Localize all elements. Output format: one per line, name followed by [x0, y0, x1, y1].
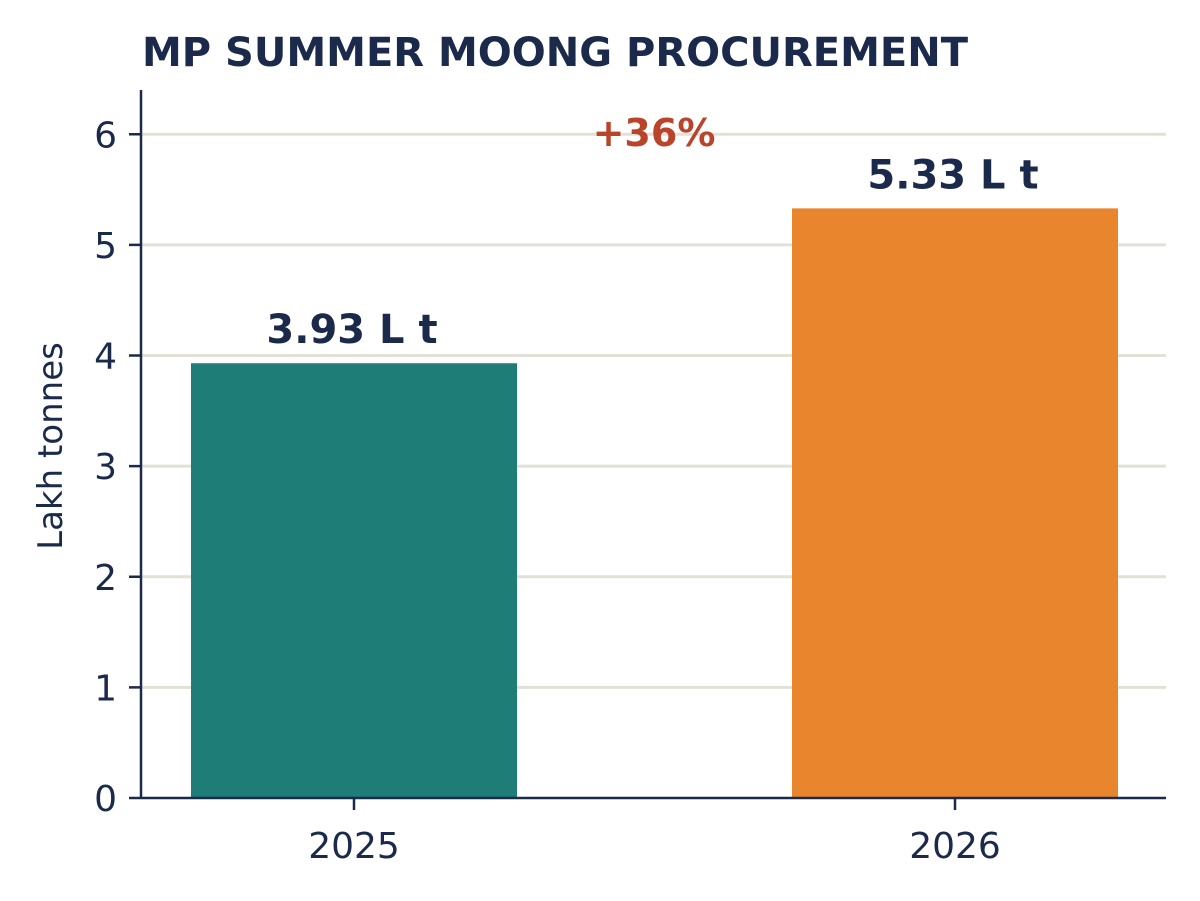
bar-2025: [191, 363, 517, 798]
y-tick-label: 2: [94, 558, 117, 599]
y-tick-label: 5: [94, 226, 117, 267]
y-tick-label: 1: [94, 668, 117, 709]
data-label-2025: 3.93 L t: [266, 307, 437, 353]
y-tick-label: 6: [94, 115, 117, 156]
chart-title: MP SUMMER MOONG PROCUREMENT: [142, 30, 969, 76]
growth-annotation: +36%: [593, 111, 716, 155]
y-ticks: 0 1 2 3 4 5 6: [94, 115, 141, 820]
bars: [191, 208, 1118, 798]
y-axis-label: Lakh tonnes: [31, 342, 71, 550]
y-tick-label: 3: [94, 447, 117, 488]
data-labels: 3.93 L t 5.33 L t: [266, 152, 1038, 353]
data-label-2026: 5.33 L t: [867, 152, 1038, 198]
bar-2026: [792, 208, 1118, 798]
x-ticks: 2025 2026: [308, 798, 1001, 867]
axes: [139, 90, 1166, 800]
x-tick-label: 2026: [909, 826, 1001, 867]
y-tick-label: 0: [94, 779, 117, 820]
x-tick-label: 2025: [308, 826, 400, 867]
y-tick-label: 4: [94, 337, 117, 378]
